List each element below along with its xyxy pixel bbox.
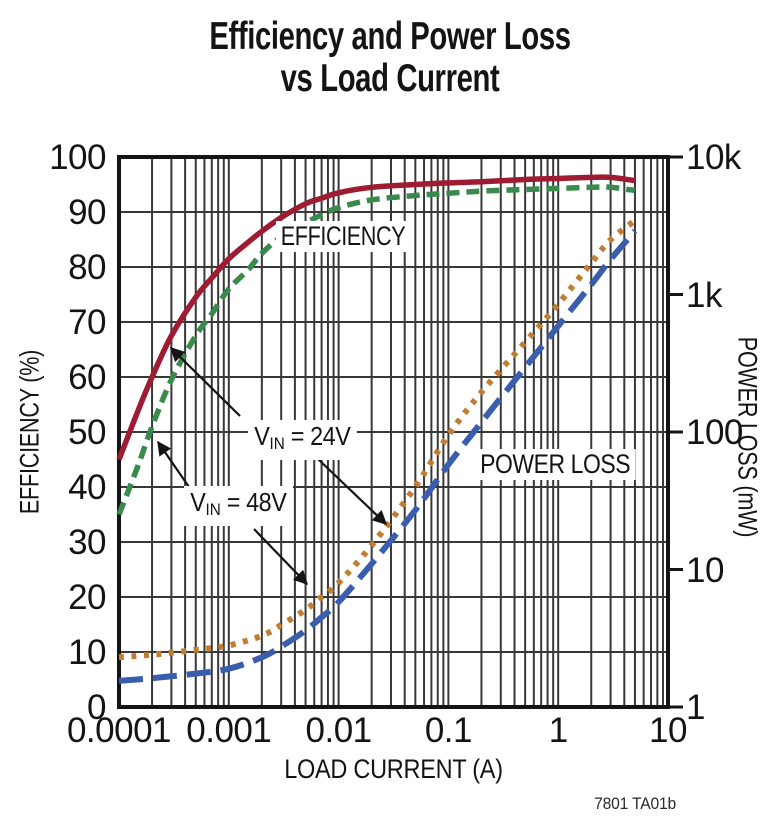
- x-axis-title: LOAD CURRENT (A): [284, 754, 503, 784]
- y-right-axis-tick-label: 1: [686, 688, 705, 727]
- vin24-value: = 24V: [284, 421, 351, 451]
- curve-efficiency-vin-24v: [116, 174, 636, 461]
- x-axis-tick-label: 0.0001: [66, 711, 172, 750]
- y-left-axis-tick-label: 90: [68, 193, 106, 232]
- x-axis-tick-label: 0.001: [186, 711, 272, 750]
- arrow-vin48-to-power-loss-curve: [253, 528, 308, 586]
- efficiency-curves-label: EFFICIENCY: [276, 221, 411, 252]
- y-left-axis-tick-label: 40: [68, 468, 106, 507]
- y-left-axis-tick-label: 30: [68, 523, 106, 562]
- vin48-v: V: [190, 487, 206, 517]
- y-left-axis-tick-label: 70: [68, 303, 106, 342]
- y-left-axis-tick-label: 80: [68, 248, 106, 287]
- arrow-vin24-to-power-loss-curve: [317, 458, 388, 525]
- chart-title-line-1: Efficiency and Power Loss: [209, 15, 571, 58]
- y-left-axis-tick-label: 10: [68, 633, 106, 672]
- vin48-subscript: IN: [205, 500, 221, 519]
- chart-title-line-2: vs Load Current: [280, 57, 500, 100]
- x-axis-tick-label: 0.01: [305, 711, 373, 750]
- x-axis-tick-label: 1: [548, 711, 568, 750]
- vin24-subscript: IN: [269, 434, 285, 453]
- y-left-axis-tick-label: 0: [87, 688, 106, 727]
- x-axis-tick-label: 0.1: [424, 711, 473, 750]
- curve-power-loss-vin-48v: [118, 218, 637, 661]
- y-left-axis-tick-label: 60: [68, 358, 106, 397]
- vin48-value: = 48V: [220, 487, 287, 517]
- y-right-axis-tick-label: 10k: [686, 138, 741, 177]
- vin24-v: V: [254, 421, 270, 451]
- vin-48v-annotation: VIN = 48V: [184, 486, 293, 526]
- x-axis-tick-label: 10: [649, 711, 687, 750]
- y-left-axis-tick-label: 100: [49, 138, 106, 177]
- curve-power-loss-vin-24v: [118, 228, 638, 684]
- y-right-axis-tick-label: 10: [686, 550, 724, 590]
- vin-24v-annotation: VIN = 24V: [248, 420, 357, 460]
- y-left-axis-tick-label: 50: [68, 413, 106, 452]
- y-right-axis-tick-label: 1k: [686, 275, 722, 315]
- arrow-vin24-to-efficiency-curve: [169, 346, 241, 417]
- y-right-axis-tick-label: 100: [686, 413, 743, 452]
- arrow-vin48-to-efficiency-curve: [157, 440, 190, 488]
- plot-border: [117, 155, 670, 709]
- power-loss-curves-label: POWER LOSS: [475, 449, 636, 480]
- figure-reference-note: 7801 TA01b: [594, 794, 676, 813]
- y-left-axis-tick-label: 20: [68, 578, 106, 617]
